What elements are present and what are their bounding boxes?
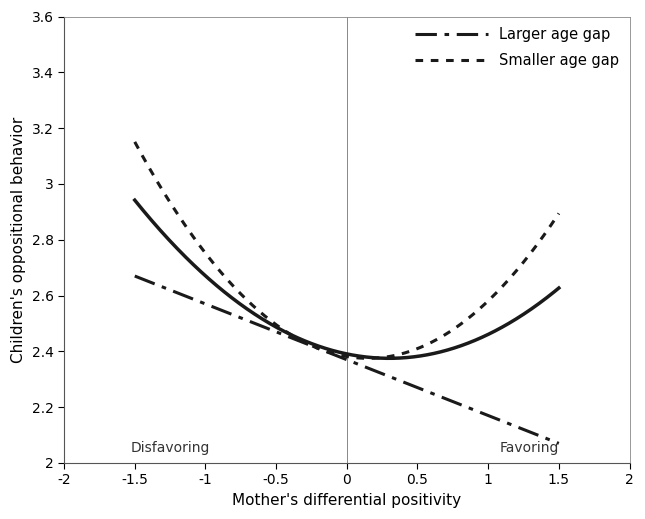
X-axis label: Mother's differential positivity: Mother's differential positivity bbox=[232, 493, 461, 508]
Text: Favoring: Favoring bbox=[499, 441, 559, 455]
Text: Disfavoring: Disfavoring bbox=[130, 441, 210, 455]
Legend: Larger age gap, Smaller age gap: Larger age gap, Smaller age gap bbox=[409, 21, 625, 74]
Y-axis label: Children's oppositional behavior: Children's oppositional behavior bbox=[11, 117, 26, 363]
